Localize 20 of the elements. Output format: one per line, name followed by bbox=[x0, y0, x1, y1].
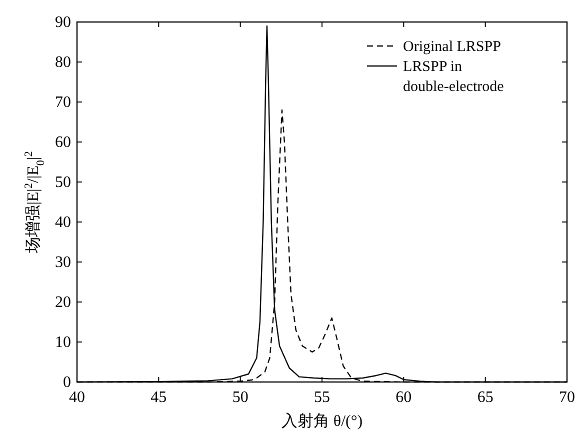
y-tick-label: 40 bbox=[55, 214, 71, 231]
x-tick-label: 70 bbox=[559, 389, 575, 406]
x-tick-label: 55 bbox=[314, 389, 330, 406]
x-tick-label: 40 bbox=[69, 389, 85, 406]
y-tick-label: 10 bbox=[55, 334, 71, 351]
y-tick-label: 90 bbox=[55, 14, 71, 31]
x-tick-label: 50 bbox=[232, 389, 248, 406]
y-tick-label: 30 bbox=[55, 254, 71, 271]
y-tick-label: 20 bbox=[55, 294, 71, 311]
y-tick-label: 60 bbox=[55, 134, 71, 151]
x-tick-label: 45 bbox=[150, 389, 167, 406]
legend-label: LRSPP in double-electrode bbox=[403, 59, 504, 95]
y-tick-label: 0 bbox=[63, 374, 71, 391]
x-tick-label: 65 bbox=[477, 389, 494, 406]
y-tick-label: 50 bbox=[55, 174, 71, 191]
x-tick-label: 60 bbox=[396, 389, 412, 406]
y-tick-label: 80 bbox=[55, 54, 71, 71]
x-axis-title: 入射角 θ/(°) bbox=[281, 412, 363, 430]
y-tick-label: 70 bbox=[55, 94, 71, 111]
legend-label: Original LRSPP bbox=[403, 39, 501, 55]
